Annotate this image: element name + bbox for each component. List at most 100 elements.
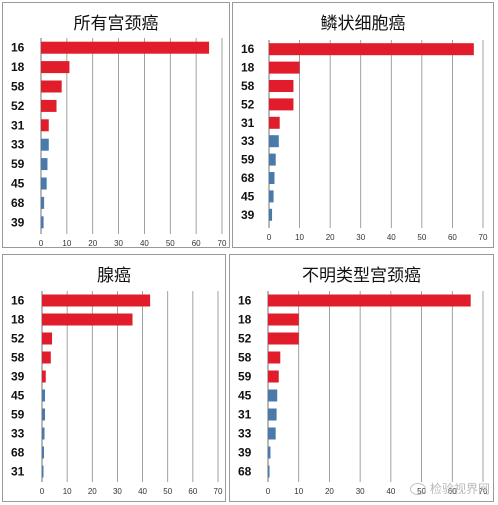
category-label: 33 <box>11 427 25 441</box>
bar-59 <box>268 370 279 383</box>
bar-58 <box>269 80 294 92</box>
x-tick-label: 50 <box>166 239 175 248</box>
chart-svg: 0 10 20 30 40 50 60 70 16 18 58 52 31 33 59 68 45 39 <box>241 40 488 242</box>
bar-58 <box>41 80 62 93</box>
bar-18 <box>41 61 70 74</box>
category-label: 33 <box>11 138 25 152</box>
watermark-text: 检验视界网 <box>429 482 490 496</box>
x-tick-label: 50 <box>417 233 426 242</box>
x-tick-label: 0 <box>267 233 272 242</box>
bar-68 <box>268 465 270 478</box>
x-tick-label: 20 <box>88 239 97 248</box>
category-label: 58 <box>241 79 255 93</box>
watermark: 检验视界网 <box>409 480 490 497</box>
category-label: 58 <box>11 80 25 94</box>
bar-18 <box>268 313 299 326</box>
chart-panel-1: 所有宫颈癌 0 10 20 30 40 50 60 70 16 18 58 52 31 33 59 45 68 39 <box>2 2 230 248</box>
chart-title: 腺癌 <box>97 266 131 286</box>
bar-31 <box>42 465 44 478</box>
category-label: 18 <box>241 61 255 75</box>
x-tick-label: 20 <box>326 233 335 242</box>
bar-59 <box>42 408 46 421</box>
x-tick-label: 40 <box>140 239 149 248</box>
x-tick-label: 70 <box>214 487 223 496</box>
category-label: 68 <box>11 446 25 460</box>
x-tick-label: 0 <box>39 239 44 248</box>
bar-68 <box>269 172 275 184</box>
category-label: 18 <box>238 313 252 327</box>
category-label: 59 <box>11 408 25 422</box>
category-label: 33 <box>241 134 255 148</box>
bar-59 <box>269 153 276 166</box>
category-label: 33 <box>238 427 252 441</box>
category-label: 52 <box>11 332 25 346</box>
chart-title: 所有宫颈癌 <box>73 14 159 34</box>
chart-panel-4: 不明类型宫颈癌 0 10 20 30 40 50 60 70 16 18 52 58 59 45 31 33 39… <box>229 254 494 502</box>
bar-39 <box>42 370 46 383</box>
bar-18 <box>269 61 300 74</box>
bar-16 <box>268 294 471 307</box>
category-label: 16 <box>241 42 255 56</box>
category-label: 39 <box>11 370 25 384</box>
bar-68 <box>42 446 45 459</box>
bar-45 <box>42 389 46 402</box>
category-label: 16 <box>11 41 25 55</box>
bar-31 <box>268 408 277 421</box>
category-label: 16 <box>238 294 252 308</box>
category-label: 45 <box>11 177 25 191</box>
chart-title: 不明类型宫颈癌 <box>302 266 421 286</box>
category-label: 31 <box>241 116 255 130</box>
category-label: 68 <box>238 465 252 479</box>
x-tick-label: 20 <box>325 487 334 496</box>
category-label: 58 <box>238 351 252 365</box>
bar-16 <box>41 41 210 54</box>
x-tick-label: 10 <box>63 487 72 496</box>
category-label: 45 <box>241 189 255 203</box>
chart-panel-2: 鳞状细胞癌 0 10 20 30 40 50 60 70 16 18 58 52 31 33 59 68 45 39 <box>232 2 494 248</box>
x-tick-label: 30 <box>113 487 122 496</box>
x-tick-label: 20 <box>88 487 97 496</box>
bar-33 <box>42 427 45 440</box>
bar-58 <box>42 351 51 364</box>
category-label: 59 <box>11 157 25 171</box>
bar-45 <box>269 190 274 203</box>
category-label: 18 <box>11 60 25 74</box>
x-tick-label: 30 <box>114 239 123 248</box>
x-tick-label: 70 <box>479 487 488 496</box>
category-label: 31 <box>11 118 25 132</box>
x-tick-label: 10 <box>294 487 303 496</box>
bar-59 <box>41 158 48 171</box>
chart-panel-3: 腺癌 0 10 20 30 40 50 60 70 16 18 52 58 39 45 59 33 68 31 <box>2 254 226 502</box>
x-tick-label: 40 <box>387 233 396 242</box>
x-tick-label: 40 <box>386 487 395 496</box>
bar-52 <box>269 98 294 111</box>
bar-52 <box>41 99 57 112</box>
bar-58 <box>268 351 281 364</box>
x-tick-label: 60 <box>192 239 201 248</box>
category-label: 45 <box>238 389 252 403</box>
x-tick-label: 30 <box>356 487 365 496</box>
bar-16 <box>269 43 474 56</box>
bar-68 <box>41 196 45 209</box>
bar-18 <box>42 313 133 326</box>
bar-39 <box>41 216 44 229</box>
x-tick-label: 0 <box>40 487 45 496</box>
chart-svg: 0 10 20 30 40 50 60 70 16 18 52 58 39 45 59 33 68 31 <box>11 291 223 496</box>
chart-svg: 0 10 20 30 40 50 60 70 16 18 58 52 31 33 59 45 68 39 <box>11 38 227 248</box>
category-label: 68 <box>241 171 255 185</box>
wechat-icon <box>409 482 426 495</box>
x-tick-label: 0 <box>266 487 271 496</box>
x-tick-label: 70 <box>479 233 488 242</box>
x-tick-label: 60 <box>448 487 457 496</box>
bar-33 <box>41 138 49 151</box>
bar-16 <box>42 294 151 307</box>
bar-45 <box>268 389 278 402</box>
x-tick-label: 10 <box>295 233 304 242</box>
x-tick-label: 10 <box>62 239 71 248</box>
category-label: 39 <box>241 208 255 222</box>
chart-title: 鳞状细胞癌 <box>320 14 406 34</box>
category-label: 39 <box>11 215 25 229</box>
x-tick-label: 70 <box>218 239 227 248</box>
